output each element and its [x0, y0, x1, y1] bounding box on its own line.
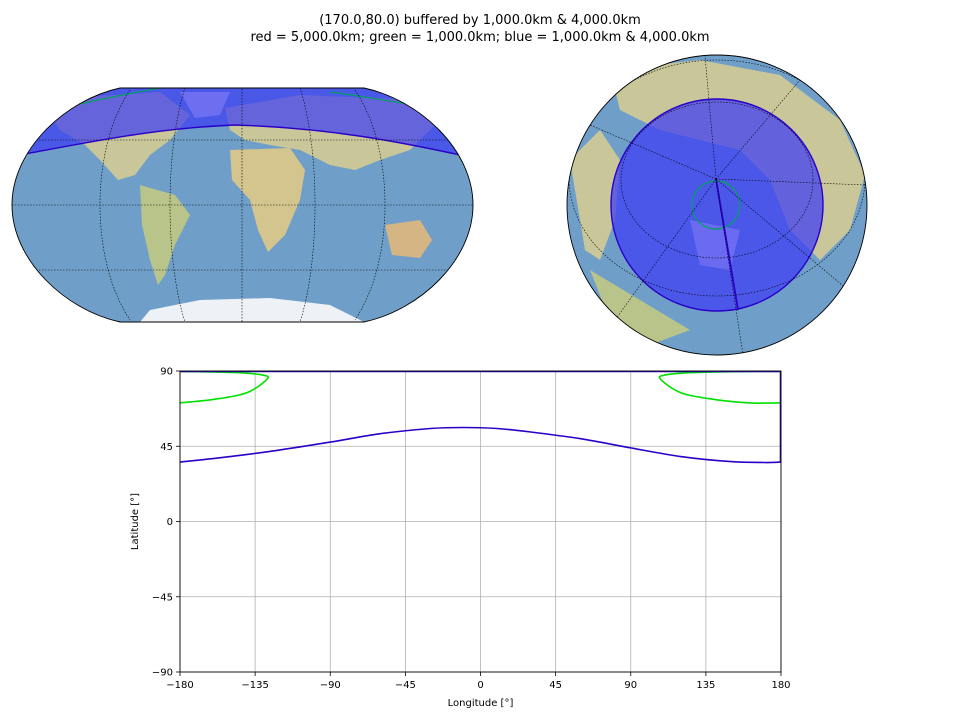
x-tick-label: 90	[624, 680, 637, 691]
x-axis-label: Longitude [°]	[448, 698, 514, 709]
latlon-chart: −180 −135 −90 −45 0 45 90 135 180 −90 −45 0 45 90 Lon…	[130, 367, 791, 710]
series-line-0	[180, 426, 781, 464]
chart-grid	[179, 370, 782, 673]
ortho-seam-line	[715, 178, 739, 311]
y-tick-label: 0	[167, 517, 173, 528]
robinson-map	[11, 87, 474, 323]
ortho-outline	[566, 54, 868, 356]
land-west	[590, 270, 690, 345]
x-tick-label: 180	[771, 680, 790, 691]
chart-title-line-2: red = 5,000.0km; green = 1,000.0km; blue…	[250, 30, 710, 45]
y-tick-label: −45	[152, 592, 173, 603]
x-tick-label: −135	[241, 680, 268, 691]
x-tick-label: −90	[320, 680, 341, 691]
x-tick-label: −45	[395, 680, 416, 691]
y-axis-label: Latitude [°]	[130, 493, 141, 550]
series-line-2	[658, 371, 781, 404]
chart-series	[180, 371, 781, 464]
ortho-buffer-polygon	[610, 98, 824, 312]
land-south-america	[140, 185, 190, 285]
chart-title-line-1: (170.0,80.0) buffered by 1,000.0km & 4,0…	[319, 13, 641, 28]
land-antarctica	[140, 298, 364, 322]
orthographic-map	[566, 54, 868, 356]
robinson-graticule	[12, 88, 473, 322]
robinson-buffer-polygon	[12, 88, 473, 161]
y-tick-label: 45	[160, 442, 173, 453]
x-tick-label: −180	[166, 680, 193, 691]
land-australia	[385, 220, 432, 258]
land-africa	[230, 148, 305, 252]
y-tick-label: 90	[160, 367, 173, 378]
y-tick-label: −90	[152, 668, 173, 679]
x-tick-label: 0	[477, 680, 483, 691]
x-tick-label: 45	[549, 680, 562, 691]
x-tick-label: 135	[696, 680, 715, 691]
robinson-outline	[11, 87, 474, 323]
chart-ticks: −180 −135 −90 −45 0 45 90 135 180 −90 −45 0 45 90	[152, 367, 791, 692]
